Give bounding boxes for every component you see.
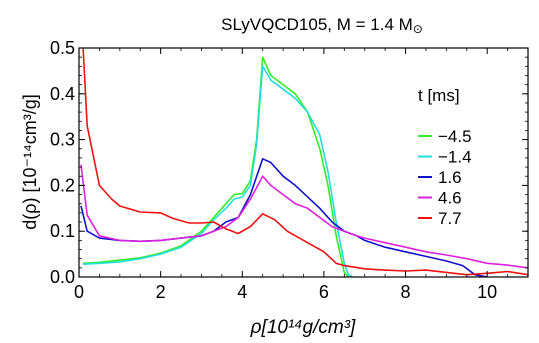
y-tick-label: 0.3 <box>50 130 75 150</box>
x-tick-label: 8 <box>401 282 411 302</box>
x-tick-label: 2 <box>156 282 166 302</box>
legend-label: 4.6 <box>438 189 462 208</box>
series-line-4 <box>80 164 528 269</box>
y-tick-label: 0.5 <box>50 38 75 58</box>
y-tick-label: 0.0 <box>50 267 75 287</box>
chart-title-subscript: ⊙ <box>413 22 423 36</box>
legend-label: 7.7 <box>438 209 462 228</box>
chart-title: SLyVQCD105, M = 1.4 M⊙ <box>221 15 423 36</box>
series-line-5 <box>82 48 528 276</box>
x-axis-label: ρ[10¹⁴g/cm³] <box>250 317 356 338</box>
chart-title-text: SLyVQCD105, M = 1.4 M <box>221 15 413 34</box>
y-tick-label: 0.1 <box>50 221 75 241</box>
y-axis-label: d(ρ) [10⁻¹⁴cm³/g] <box>20 94 40 230</box>
plot-area <box>80 48 528 277</box>
y-axis-ticks: 0.0 0.1 0.2 0.3 0.4 0.5 <box>50 38 528 287</box>
x-tick-label: 0 <box>74 282 84 302</box>
y-tick-label: 0.4 <box>50 84 75 104</box>
series-line-2 <box>83 65 353 277</box>
x-tick-label: 10 <box>477 282 497 302</box>
legend-label: −1.4 <box>438 148 472 167</box>
plot-frame <box>78 47 529 278</box>
legend-title: t [ms] <box>418 86 460 105</box>
legend-label: −4.5 <box>438 127 472 146</box>
x-tick-label: 6 <box>319 282 329 302</box>
legend-label: 1.6 <box>438 168 462 187</box>
x-tick-label: 4 <box>237 282 247 302</box>
y-tick-label: 0.2 <box>50 175 75 195</box>
legend: t [ms] −4.5 −1.41.6 4.67.7 <box>418 86 472 228</box>
series-lines <box>80 48 528 277</box>
